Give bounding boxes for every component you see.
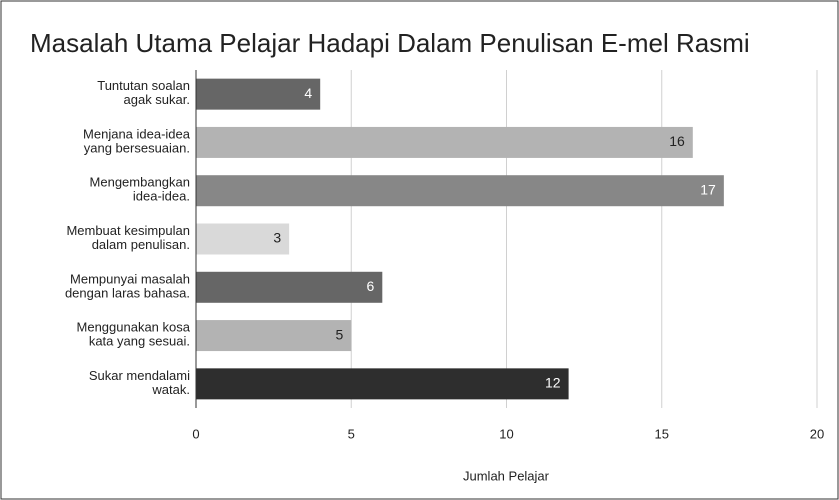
y-tick-label-line: Sukar mendalami [89, 368, 190, 383]
bar [196, 320, 352, 352]
x-tick-label: 0 [192, 426, 199, 441]
bar [196, 126, 693, 158]
bar [196, 368, 569, 400]
value-label: 12 [545, 375, 561, 391]
y-tick-label-line: dalam penulisan. [92, 237, 190, 252]
y-tick-label-line: Tuntutan soalan [97, 79, 190, 94]
bar [196, 175, 724, 207]
x-tick-label: 5 [348, 426, 355, 441]
x-tick-label: 20 [810, 426, 824, 441]
y-tick-label-line: idea-idea. [133, 189, 190, 204]
value-label: 3 [273, 230, 281, 246]
y-tick-label: Mempunyai masalah dengan laras bahasa. [65, 272, 190, 301]
y-tick-label-line: Mengembangkan [90, 175, 190, 190]
bar [196, 271, 383, 303]
y-tick-label-line: dengan laras bahasa. [65, 286, 190, 301]
bar [196, 78, 321, 110]
y-tick-label-line: Menjana idea-idea [83, 127, 191, 142]
x-tick-label: 15 [655, 426, 669, 441]
y-tick-label-line: watak. [151, 382, 190, 397]
y-tick-label: Tuntutan soalan agak sukar. [97, 79, 190, 108]
y-tick-label: Mengembangkan idea-idea. [90, 175, 190, 204]
y-tick-label-line: Menggunakan kosa [77, 320, 191, 335]
x-axis-title: Jumlah Pelajar [463, 468, 550, 483]
y-tick-label-line: Membuat kesimpulan [66, 223, 190, 238]
value-label: 5 [335, 326, 343, 342]
value-label: 16 [669, 133, 685, 149]
value-label: 17 [700, 181, 716, 197]
y-tick-label-line: Mempunyai masalah [70, 272, 190, 287]
y-tick-label: Membuat kesimpulan dalam penulisan. [66, 223, 190, 252]
value-label: 6 [367, 278, 375, 294]
x-tick-label: 10 [499, 426, 513, 441]
y-tick-label: Sukar mendalami watak. [89, 368, 190, 397]
y-tick-label-line: agak sukar. [124, 93, 191, 108]
value-label: 4 [304, 85, 312, 101]
chart-title: Masalah Utama Pelajar Hadapi Dalam Penul… [30, 28, 750, 58]
y-tick-label: Menjana idea-idea yang bersesuaian. [83, 127, 191, 156]
y-tick-label-line: kata yang sesuai. [89, 334, 190, 349]
y-tick-label-line: yang bersesuaian. [84, 141, 190, 156]
y-tick-label: Menggunakan kosa kata yang sesuai. [77, 320, 191, 349]
bar [196, 223, 290, 255]
